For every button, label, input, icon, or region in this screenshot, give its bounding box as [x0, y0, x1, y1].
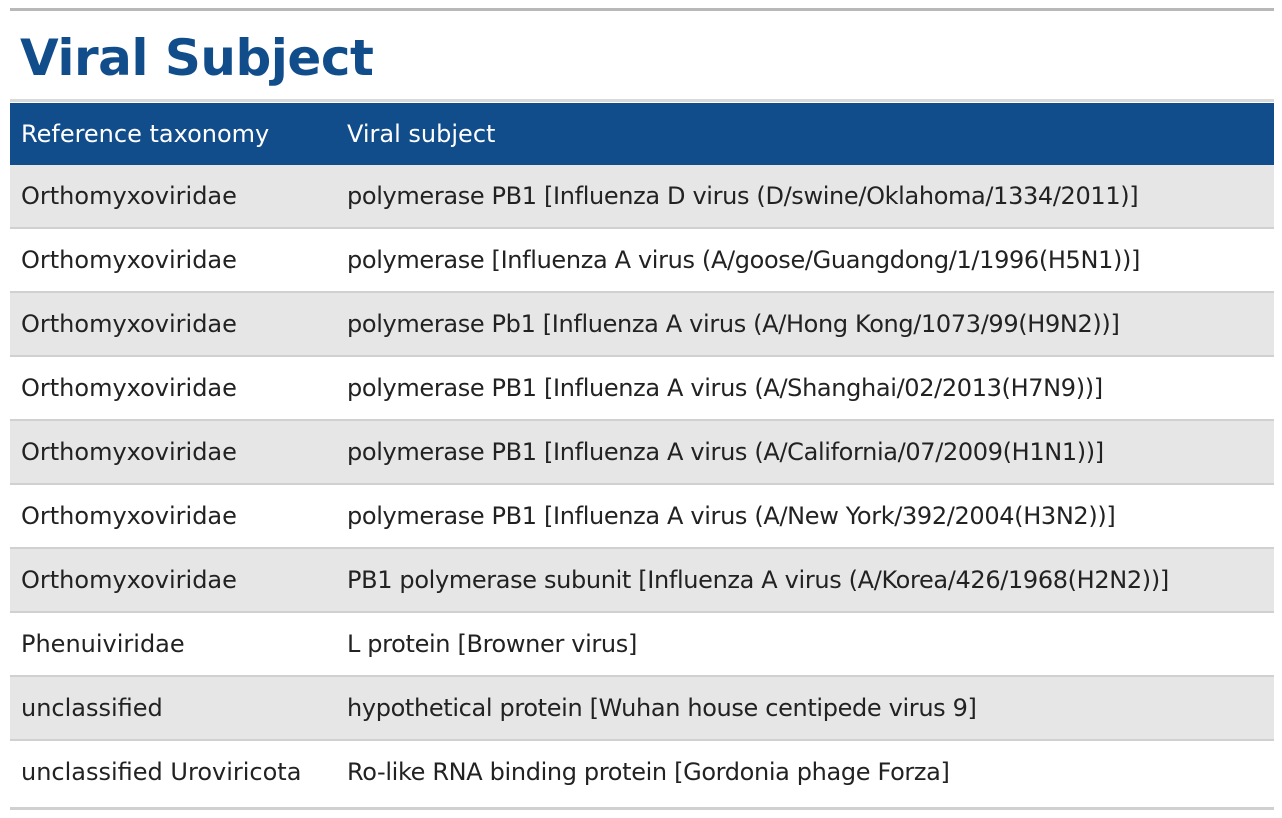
column-header-viral-subject[interactable]: Viral subject — [336, 103, 1274, 165]
viral-subject-cell: PB1 polymerase subunit [Influenza A viru… — [336, 547, 1274, 612]
viral-subject-cell: polymerase PB1 [Influenza A virus (A/Sha… — [336, 355, 1274, 420]
taxonomy-cell: unclassified — [10, 675, 336, 740]
taxonomy-cell: Orthomyxoviridae — [10, 291, 336, 356]
viral-subject-cell: polymerase PB1 [Influenza D virus (D/swi… — [336, 165, 1274, 228]
taxonomy-cell: Orthomyxoviridae — [10, 355, 336, 420]
taxonomy-cell: Orthomyxoviridae — [10, 419, 336, 484]
bottom-divider — [10, 807, 1274, 810]
table-row: unclassified Uroviricota Ro-like RNA bin… — [10, 739, 1274, 803]
taxonomy-cell: unclassified Uroviricota — [10, 739, 336, 803]
viral-subject-table: Reference taxonomy Viral subject Orthomy… — [10, 103, 1274, 803]
table-row: Orthomyxoviridae polymerase PB1 [Influen… — [10, 419, 1274, 484]
title-divider — [10, 99, 1274, 102]
table-body: Orthomyxoviridae polymerase PB1 [Influen… — [10, 165, 1274, 803]
header-row: Reference taxonomy Viral subject — [10, 103, 1274, 165]
table-row: Orthomyxoviridae polymerase PB1 [Influen… — [10, 483, 1274, 548]
taxonomy-cell: Phenuiviridae — [10, 611, 336, 676]
table-row: Orthomyxoviridae polymerase PB1 [Influen… — [10, 355, 1274, 420]
viral-subject-cell: hypothetical protein [Wuhan house centip… — [336, 675, 1274, 740]
top-divider — [10, 8, 1274, 11]
table-header: Reference taxonomy Viral subject — [10, 103, 1274, 165]
viral-subject-cell: polymerase PB1 [Influenza A virus (A/Cal… — [336, 419, 1274, 484]
table-row: unclassified hypothetical protein [Wuhan… — [10, 675, 1274, 740]
table-row: Orthomyxoviridae polymerase PB1 [Influen… — [10, 165, 1274, 228]
taxonomy-cell: Orthomyxoviridae — [10, 227, 336, 292]
taxonomy-cell: Orthomyxoviridae — [10, 165, 336, 228]
table-row: Orthomyxoviridae polymerase Pb1 [Influen… — [10, 291, 1274, 356]
table-row: Orthomyxoviridae polymerase [Influenza A… — [10, 227, 1274, 292]
table-row: Phenuiviridae L protein [Browner virus] — [10, 611, 1274, 676]
viral-subject-cell: L protein [Browner virus] — [336, 611, 1274, 676]
column-header-reference-taxonomy[interactable]: Reference taxonomy — [10, 103, 336, 165]
table-row: Orthomyxoviridae PB1 polymerase subunit … — [10, 547, 1274, 612]
viral-subject-cell: Ro-like RNA binding protein [Gordonia ph… — [336, 739, 1274, 803]
viral-subject-cell: polymerase [Influenza A virus (A/goose/G… — [336, 227, 1274, 292]
viral-subject-cell: polymerase PB1 [Influenza A virus (A/New… — [336, 483, 1274, 548]
viral-subject-cell: polymerase Pb1 [Influenza A virus (A/Hon… — [336, 291, 1274, 356]
taxonomy-cell: Orthomyxoviridae — [10, 483, 336, 548]
page-title: Viral Subject — [20, 29, 374, 87]
taxonomy-cell: Orthomyxoviridae — [10, 547, 336, 612]
